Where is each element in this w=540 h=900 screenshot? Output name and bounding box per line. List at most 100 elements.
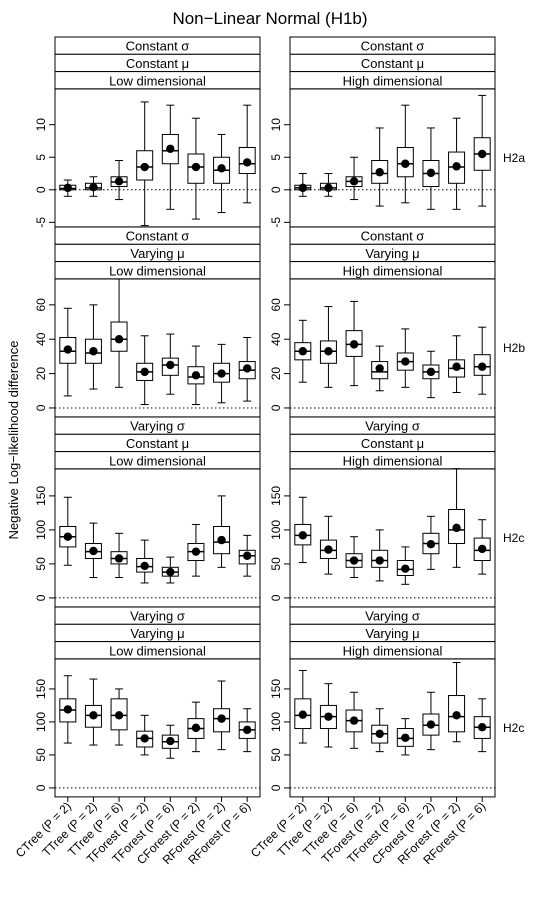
strip-label: Constant μ [126, 436, 189, 451]
y-tick-label: 5 [34, 154, 48, 161]
y-tick-label: 50 [269, 557, 283, 571]
panel-border [289, 658, 496, 798]
mean [140, 561, 149, 571]
strip-label: Low dimensional [109, 73, 206, 88]
mean [140, 367, 149, 377]
y-tick-label: 0 [34, 784, 48, 791]
mean [166, 144, 175, 153]
mean [217, 369, 226, 378]
mean [375, 168, 384, 177]
strip-label: High dimensional [343, 453, 443, 468]
mean [375, 729, 384, 739]
strip-label: Varying μ [365, 626, 419, 641]
mean [217, 535, 226, 545]
mean [375, 364, 384, 373]
mean [401, 733, 410, 742]
mean [452, 711, 461, 720]
row-label: H2a [503, 151, 525, 165]
mean [477, 362, 487, 371]
strip-label: Constant σ [361, 229, 425, 244]
strip-label: Varying μ [365, 246, 419, 261]
strip-label: Varying σ [365, 609, 420, 624]
mean [401, 564, 410, 573]
mean [191, 371, 201, 380]
y-tick-label: 100 [34, 712, 48, 732]
y-tick-label: 100 [34, 520, 48, 540]
mean [242, 364, 252, 373]
mean [63, 705, 73, 714]
row-label: H2c [503, 721, 524, 735]
mean [63, 345, 73, 354]
mean [349, 340, 359, 349]
mean [349, 177, 359, 186]
mean [426, 367, 436, 377]
mean [375, 556, 384, 565]
mean [452, 362, 461, 371]
panel-border [54, 658, 261, 798]
mean [242, 551, 252, 560]
mean [452, 162, 461, 171]
mean [298, 347, 308, 356]
strip-label: Varying μ [130, 246, 184, 261]
y-tick-label: 0 [269, 404, 283, 411]
y-tick-label: 60 [269, 298, 283, 312]
y-tick-label: -5 [269, 217, 283, 228]
y-tick-label: 150 [34, 679, 48, 699]
mean [452, 523, 461, 533]
mean [191, 723, 201, 733]
mean [426, 720, 436, 729]
strip-label: Varying σ [130, 419, 185, 434]
strip-label: Constant σ [126, 39, 190, 54]
mean [349, 556, 359, 565]
mean [140, 734, 149, 743]
strip-label: High dimensional [343, 643, 443, 658]
mean [140, 162, 149, 172]
y-tick-label: 20 [269, 367, 283, 381]
y-tick-label: 0 [269, 594, 283, 601]
y-tick-label: 150 [269, 486, 283, 506]
mean [298, 531, 308, 540]
y-tick-label: 0 [269, 784, 283, 791]
y-tick-label: 10 [34, 118, 48, 132]
strip-label: Constant σ [361, 39, 425, 54]
mean [324, 545, 333, 554]
mean [114, 177, 124, 186]
y-tick-label: 100 [269, 520, 283, 540]
mean [349, 716, 359, 725]
y-tick-label: 60 [34, 298, 48, 312]
strip-label: Varying σ [365, 419, 420, 434]
y-tick-label: 40 [34, 332, 48, 346]
strip-label: Constant μ [361, 56, 424, 71]
mean [298, 710, 308, 719]
mean [89, 347, 98, 356]
strip-label: Varying σ [130, 609, 185, 624]
mean [89, 182, 98, 192]
y-tick-label: 50 [269, 748, 283, 762]
mean [114, 335, 124, 344]
mean [166, 567, 175, 577]
mean [191, 162, 201, 172]
strip-label: Constant μ [361, 436, 424, 451]
y-tick-label: 100 [269, 712, 283, 732]
mean [324, 183, 333, 193]
mean [298, 183, 308, 193]
mean [114, 554, 124, 563]
strip-label: Varying μ [130, 626, 184, 641]
y-tick-label: 0 [269, 186, 283, 193]
mean [477, 723, 487, 732]
strip-label: Constant σ [126, 229, 190, 244]
mean [242, 725, 252, 735]
strip-label: High dimensional [343, 263, 443, 278]
chart-title: Non−Linear Normal (H1b) [172, 9, 367, 28]
mean [63, 532, 73, 541]
mean [324, 712, 333, 721]
strip-label: Low dimensional [109, 263, 206, 278]
mean [477, 149, 487, 159]
y-tick-label: 150 [269, 679, 283, 699]
strip-label: Low dimensional [109, 643, 206, 658]
y-tick-label: 5 [269, 154, 283, 161]
strip-label: Constant μ [126, 56, 189, 71]
mean [114, 711, 124, 720]
mean [477, 544, 487, 554]
